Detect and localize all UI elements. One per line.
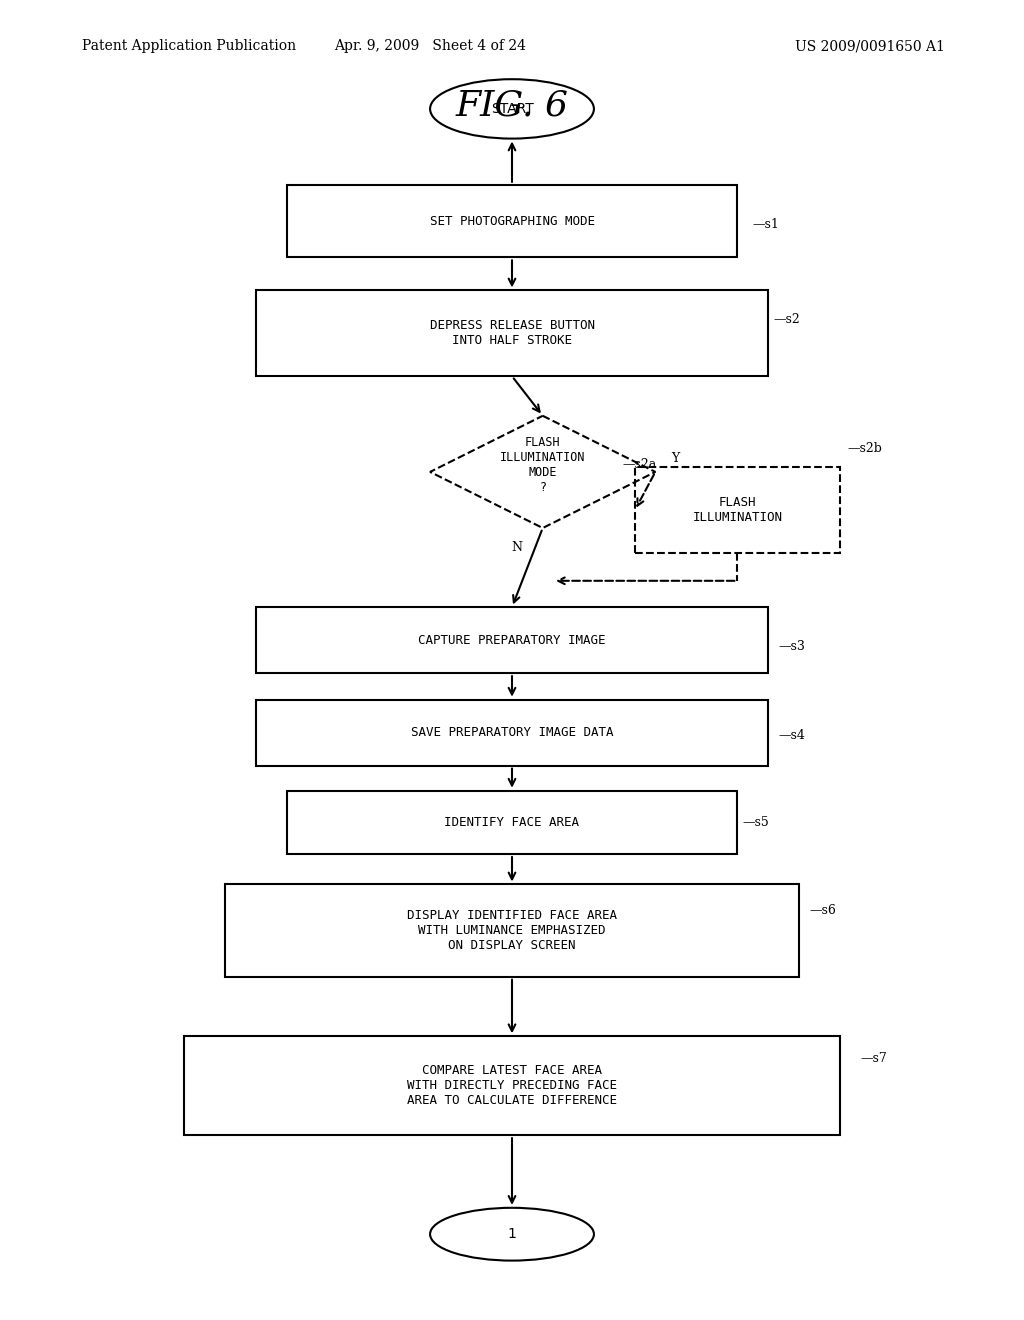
Text: —s2: —s2 — [773, 313, 800, 326]
Text: N: N — [512, 541, 522, 554]
Text: Apr. 9, 2009   Sheet 4 of 24: Apr. 9, 2009 Sheet 4 of 24 — [334, 40, 526, 53]
Text: COMPARE LATEST FACE AREA
WITH DIRECTLY PRECEDING FACE
AREA TO CALCULATE DIFFEREN: COMPARE LATEST FACE AREA WITH DIRECTLY P… — [407, 1064, 617, 1107]
Text: FIG. 6: FIG. 6 — [456, 88, 568, 123]
Text: —s1: —s1 — [753, 218, 779, 231]
Text: DISPLAY IDENTIFIED FACE AREA
WITH LUMINANCE EMPHASIZED
ON DISPLAY SCREEN: DISPLAY IDENTIFIED FACE AREA WITH LUMINA… — [407, 909, 617, 952]
Text: —s4: —s4 — [778, 729, 805, 742]
Text: DEPRESS RELEASE BUTTON
INTO HALF STROKE: DEPRESS RELEASE BUTTON INTO HALF STROKE — [429, 319, 595, 347]
Text: SAVE PREPARATORY IMAGE DATA: SAVE PREPARATORY IMAGE DATA — [411, 726, 613, 739]
Text: 1: 1 — [508, 1228, 516, 1241]
Text: Y: Y — [671, 453, 679, 465]
Text: —s3: —s3 — [778, 640, 805, 653]
Text: FLASH
ILLUMINATION: FLASH ILLUMINATION — [692, 496, 782, 524]
Text: CAPTURE PREPARATORY IMAGE: CAPTURE PREPARATORY IMAGE — [418, 634, 606, 647]
Text: Patent Application Publication: Patent Application Publication — [82, 40, 296, 53]
Text: FLASH
ILLUMINATION
MODE
?: FLASH ILLUMINATION MODE ? — [500, 437, 586, 494]
Text: —s2a: —s2a — [623, 458, 656, 471]
Text: —s6: —s6 — [809, 904, 836, 917]
Text: —s7: —s7 — [860, 1052, 887, 1065]
Text: —s2b: —s2b — [848, 442, 883, 455]
Text: US 2009/0091650 A1: US 2009/0091650 A1 — [796, 40, 945, 53]
Text: IDENTIFY FACE AREA: IDENTIFY FACE AREA — [444, 816, 580, 829]
Text: START: START — [490, 102, 534, 116]
Text: SET PHOTOGRAPHING MODE: SET PHOTOGRAPHING MODE — [429, 215, 595, 227]
Text: —s5: —s5 — [742, 816, 769, 829]
